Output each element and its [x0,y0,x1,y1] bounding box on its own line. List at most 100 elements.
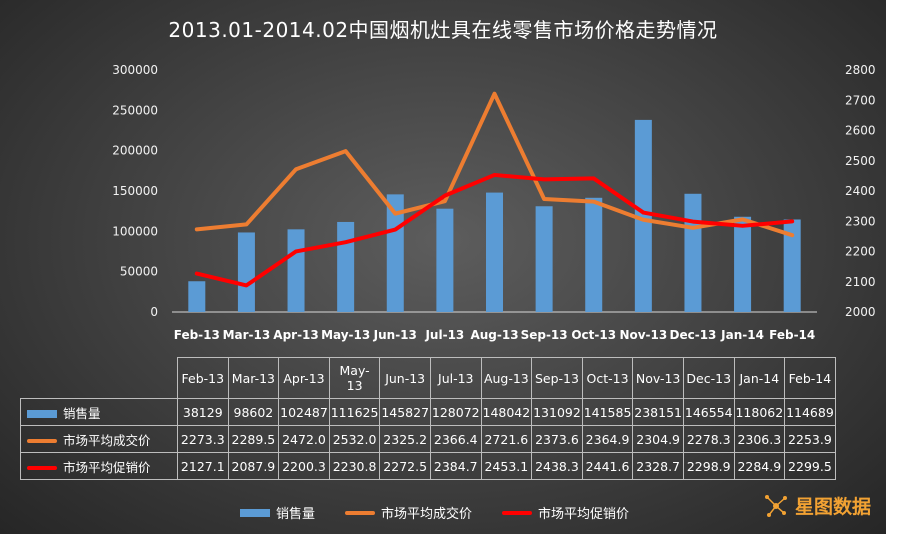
bar-swatch [27,410,57,418]
x-axis-tick-label: Nov-13 [619,328,667,342]
table-header-cell: Mar-13 [227,357,280,399]
table-cell: 128072 [429,398,482,426]
table-cell: 2721.6 [480,425,533,453]
table-header-cell: Feb-13 [177,357,229,399]
legend-line-swatch [345,510,376,515]
right-axis-tick-label: 2700 [845,93,876,107]
table-cell: 131092 [531,398,583,426]
left-axis-ticks: 300000 250000 200000 150000 100000 50000 0 [112,63,158,319]
table-header-row: Feb-13 Mar-13 Apr-13 May- 13 Jun-13 Jul-13 Aug-… [20,357,836,399]
combo-chart: 300000 250000 200000 150000 100000 50000 0 280… [112,63,876,342]
table-header-cell: Feb-14 [784,357,836,399]
legend-item: 市场平均成交价 [345,503,472,522]
bar [436,208,454,312]
table-cell: 2306.3 [733,425,786,453]
chart-title: 2013.01-2014.02中国烟机灶具在线零售市场价格走势情况 [168,18,718,42]
left-axis-tick-label: 50000 [120,265,158,279]
bar [684,193,702,312]
table-cell: 2373.6 [531,425,583,453]
legend: 销售量 市场平均成交价 市场平均促销价 [240,503,629,522]
table-cell: 2328.7 [632,452,684,480]
avg-promo-price-line [194,172,795,288]
left-axis-tick-label: 100000 [112,224,158,238]
table-header-cell: Aug-13 [480,357,533,399]
legend-label: 市场平均成交价 [381,507,473,522]
table-cell: 2532.0 [328,425,381,453]
table-cell: 2230.8 [328,452,381,480]
right-axis-tick-label: 2300 [845,214,876,228]
left-axis-tick-label: 300000 [112,63,158,77]
line-swatch [27,466,57,470]
logo-text: 星图数据 [795,496,872,518]
right-axis-ticks: 2800 2700 2600 2500 2400 2300 2200 2100 2000 [845,63,876,319]
chart-frame: 2013.01-2014.02中国烟机灶具在线零售市场价格走势情况 300000… [0,0,886,534]
left-axis-tick-label: 200000 [112,144,158,158]
table-cell: 114689 [784,398,836,426]
table-cell: 2278.3 [682,425,735,453]
x-axis-tick-label: Apr-13 [273,328,318,342]
table-series-label: 销售量 [20,398,178,426]
table-cell: 2273.3 [177,425,229,453]
left-axis-tick-label: 0 [150,305,158,319]
table-header-cell: Apr-13 [278,357,330,399]
table-series-label: 市场平均促销价 [20,452,178,480]
left-axis-tick-label: 250000 [112,103,158,117]
table-header-cell: Jul-13 [429,357,482,399]
table-cell: 2284.9 [733,452,786,480]
table-cell: 2127.1 [177,452,229,480]
bar [535,206,553,312]
table-row: 市场平均成交价 2273.3 2289.5 2472.0 2532.0 2325.2 23… [20,425,836,453]
bar [585,197,603,312]
table-cell: 2364.9 [581,425,634,453]
bar-series [188,119,801,312]
table-cell: 2304.9 [632,425,684,453]
table-cell: 2289.5 [227,425,280,453]
x-axis-tick-label: Oct-13 [571,328,616,342]
data-table: Feb-13 Mar-13 Apr-13 May- 13 Jun-13 Jul-13 Aug-… [20,357,836,480]
line-swatch [27,439,57,443]
series-name: 销售量 [63,405,101,421]
right-axis-tick-label: 2500 [845,154,876,168]
table-header-cell: Jun-13 [379,357,431,399]
x-axis-tick-label: Jun-13 [373,328,417,342]
table-cell: 2298.9 [682,452,735,480]
table-row: 销售量 38129 98602 102487 111625 145827 128072 14… [20,398,836,426]
table-cell: 102487 [278,398,330,426]
legend-item: 销售量 [240,503,315,522]
legend-bar-swatch [240,508,270,517]
x-axis-tick-label: May-13 [321,328,370,342]
table-cell: 2366.4 [429,425,482,453]
right-axis-tick-label: 2600 [845,124,876,138]
x-axis-tick-label: Dec-13 [670,328,717,342]
table-cell: 2299.5 [784,452,836,480]
series-name: 市场平均促销价 [63,459,151,475]
bar [783,219,801,312]
line-series [194,91,795,288]
table-cell: 238151 [632,398,684,426]
legend-label: 销售量 [276,507,316,522]
table-header-cell: May- 13 [328,357,381,399]
legend-line-swatch [502,510,533,515]
table-header-cell: Dec-13 [682,357,735,399]
table-row: 市场平均促销价 2127.1 2087.9 2200.3 2230.8 2272.5 23… [20,452,836,480]
table-cell: 2200.3 [278,452,330,480]
bar [188,281,206,312]
table-cell: 2384.7 [429,452,482,480]
table-cell: 2453.1 [480,452,533,480]
table-cell: 38129 [177,398,229,426]
left-axis-tick-label: 150000 [112,184,158,198]
table-series-label: 市场平均成交价 [20,425,178,453]
x-axis-tick-label: Mar-13 [223,328,271,342]
table-cell: 2087.9 [227,452,280,480]
bar [386,194,404,312]
right-axis-tick-label: 2400 [845,184,876,198]
table-cell: 2272.5 [379,452,431,480]
x-axis-ticks: Feb-13 Mar-13 Apr-13 May-13 Jun-13 Jul-13 Aug-… [174,328,816,342]
right-axis-tick-label: 2800 [845,63,876,77]
x-axis-tick-label: Jan-14 [720,328,764,342]
right-axis-tick-label: 2200 [845,245,876,259]
bar [486,192,503,312]
table-cell: 111625 [328,398,381,426]
legend-label: 市场平均促销价 [538,507,630,522]
table-cell: 145827 [379,398,431,426]
